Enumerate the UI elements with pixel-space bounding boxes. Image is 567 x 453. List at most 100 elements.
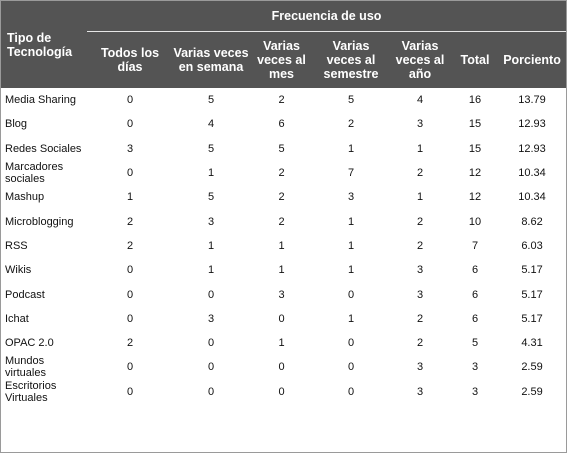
cell-porciento: 2.59 [521, 385, 543, 398]
cell-mes: 1 [278, 264, 285, 277]
cell-semana: 1 [207, 239, 215, 252]
cell-total: 12 [468, 167, 482, 180]
cell-todos-los-dias: 0 [126, 118, 134, 131]
cell-porciento: 8.62 [521, 215, 543, 228]
table-row: Redes Sociales 3 5 5 1 1 15 12.93 [1, 137, 566, 161]
row-technology-name: Escritorios Virtuales [5, 379, 57, 404]
cell-todos-los-dias: 0 [126, 264, 134, 277]
row-technology-name: Mundos virtuales [5, 355, 46, 380]
cell-mes: 2 [278, 94, 285, 107]
cell-total: 16 [468, 94, 482, 107]
header-varias-veces-al-ano: Varias veces al año [388, 31, 452, 88]
row-technology-name: OPAC 2.0 [5, 337, 54, 350]
cell-todos-los-dias: 0 [126, 312, 134, 325]
cell-mes: 0 [278, 312, 285, 325]
cell-mes: 2 [278, 215, 285, 228]
technology-usage-table: Tipo de Tecnología Frecuencia de uso Tod… [1, 1, 567, 404]
cell-ano: 2 [416, 337, 424, 350]
cell-ano: 3 [416, 118, 424, 131]
cell-porciento: 5.17 [521, 312, 543, 325]
cell-semestre: 1 [347, 264, 355, 277]
header-tipo-tecnologia: Tipo de Tecnología [1, 1, 87, 88]
cell-semestre: 7 [347, 167, 355, 180]
table-row: Podcast 0 0 3 0 3 6 5.17 [1, 282, 566, 306]
cell-semestre: 0 [347, 385, 355, 398]
cell-semana: 0 [207, 361, 215, 374]
cell-todos-los-dias: 0 [126, 361, 134, 374]
cell-porciento: 5.17 [521, 288, 543, 301]
table-row: Ichat 0 3 0 1 2 6 5.17 [1, 307, 566, 331]
row-technology-name: Ichat [5, 312, 29, 325]
cell-semestre: 1 [347, 312, 355, 325]
header-row-columns: Todos los días Varias veces en semana Va… [1, 31, 567, 88]
cell-semestre: 1 [347, 239, 355, 252]
header-todos-los-dias: Todos los días [87, 31, 173, 88]
cell-semestre: 0 [347, 288, 355, 301]
cell-semana: 4 [207, 118, 215, 131]
cell-total: 15 [468, 118, 482, 131]
cell-todos-los-dias: 0 [126, 288, 134, 301]
row-technology-name: Wikis [5, 264, 32, 277]
table-row: Microblogging 2 3 2 1 2 10 8.62 [1, 209, 566, 233]
cell-total: 5 [471, 337, 479, 350]
row-technology-name: Blog [5, 118, 28, 131]
cell-todos-los-dias: 2 [126, 337, 134, 350]
row-technology-name: Marcadores sociales [5, 161, 64, 186]
cell-ano: 3 [416, 288, 424, 301]
table-row: Media Sharing 0 5 2 5 4 16 13.79 [1, 88, 566, 112]
table-row: OPAC 2.0 2 0 1 0 2 5 4.31 [1, 331, 566, 355]
cell-total: 6 [471, 264, 479, 277]
cell-todos-los-dias: 1 [126, 191, 134, 204]
cell-mes: 0 [278, 361, 285, 374]
cell-ano: 4 [416, 94, 424, 107]
cell-todos-los-dias: 0 [126, 385, 134, 398]
cell-todos-los-dias: 0 [126, 167, 134, 180]
header-varias-veces-al-mes: Varias veces al mes [249, 31, 314, 88]
cell-semestre: 0 [347, 337, 355, 350]
cell-semana: 5 [207, 94, 215, 107]
cell-ano: 1 [416, 142, 424, 155]
cell-total: 6 [471, 312, 479, 325]
table-body: Media Sharing 0 5 2 5 4 16 13.79 Blog 0 4 6 2 3 15 12.9… [1, 88, 566, 404]
cell-ano: 2 [416, 312, 424, 325]
cell-semana: 5 [207, 191, 215, 204]
cell-porciento: 2.59 [521, 361, 543, 374]
cell-semestre: 0 [347, 361, 355, 374]
cell-total: 7 [471, 239, 479, 252]
cell-mes: 2 [278, 191, 285, 204]
cell-porciento: 13.79 [518, 94, 546, 107]
cell-mes: 2 [278, 167, 285, 180]
cell-ano: 2 [416, 239, 424, 252]
cell-semana: 3 [207, 312, 215, 325]
header-varias-veces-al-semestre: Varias veces al semestre [314, 31, 388, 88]
cell-mes: 1 [278, 337, 285, 350]
table-row: Mashup 1 5 2 3 1 12 10.34 [1, 185, 566, 209]
cell-total: 15 [468, 142, 482, 155]
cell-porciento: 5.17 [521, 264, 543, 277]
cell-semana: 1 [207, 167, 215, 180]
row-technology-name: Redes Sociales [5, 142, 82, 155]
cell-semestre: 1 [347, 142, 355, 155]
cell-ano: 3 [416, 385, 424, 398]
cell-semestre: 3 [347, 191, 355, 204]
cell-total: 12 [468, 191, 482, 204]
table-row: Marcadores sociales 0 1 2 7 2 12 10.34 [1, 161, 566, 185]
cell-ano: 1 [416, 191, 424, 204]
cell-todos-los-dias: 0 [126, 94, 134, 107]
cell-ano: 3 [416, 361, 424, 374]
cell-ano: 2 [416, 167, 424, 180]
header-varias-veces-en-semana: Varias veces en semana [173, 31, 249, 88]
cell-porciento: 12.93 [518, 118, 546, 131]
cell-porciento: 6.03 [521, 239, 543, 252]
table-row: Mundos virtuales 0 0 0 0 3 3 2.59 [1, 355, 566, 379]
header-frecuencia-de-uso: Frecuencia de uso [87, 1, 567, 32]
cell-porciento: 10.34 [518, 191, 546, 204]
cell-mes: 6 [278, 118, 285, 131]
cell-total: 3 [471, 361, 479, 374]
cell-semana: 1 [207, 264, 215, 277]
cell-mes: 5 [278, 142, 285, 155]
table-row: Blog 0 4 6 2 3 15 12.93 [1, 112, 566, 136]
cell-total: 6 [471, 288, 479, 301]
cell-mes: 0 [278, 385, 285, 398]
cell-semestre: 5 [347, 94, 355, 107]
